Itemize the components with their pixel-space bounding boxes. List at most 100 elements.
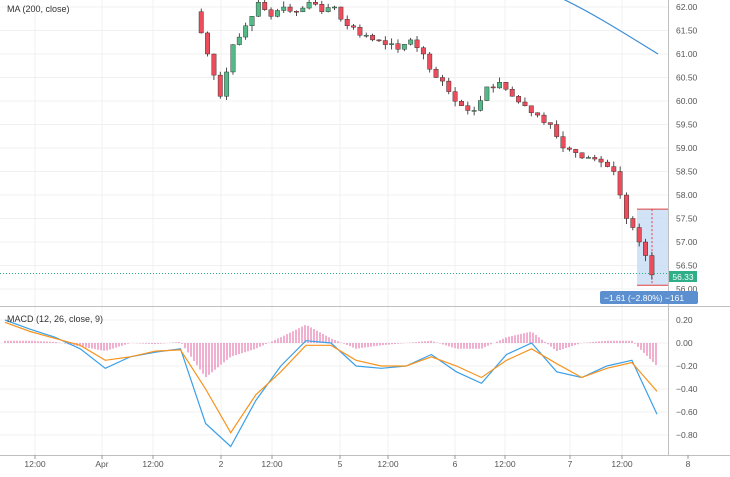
candle-body [630,218,636,228]
candle-body [585,157,591,159]
candle-body [649,255,655,276]
macd-tick-label: −0.40 [676,384,698,394]
candle-body [452,91,458,102]
measure-tooltip-text: −1.61 (−2.80%) −161 [604,293,684,303]
price-tick-label: 60.50 [676,73,698,83]
candle-body [503,81,509,90]
price-tick-label: 56.50 [676,261,698,271]
candle-body [535,112,541,116]
macd-tick-label: −0.80 [676,430,698,440]
candle-body [579,152,585,159]
candle-body [439,77,445,82]
ma-indicator-label[interactable]: MA (200, close) [7,4,70,14]
candle-body [420,47,426,55]
macd-tick-label: 0.20 [676,315,693,325]
candle-body [471,110,477,112]
candle-body [547,122,553,125]
candle-body [395,43,401,50]
time-tick-label: 7 [568,459,573,469]
macd-indicator-label[interactable]: MACD (12, 26, close, 9) [7,314,103,324]
price-tick-label: 56.00 [676,284,698,294]
candle-body [211,53,217,76]
price-tick-label: 62.00 [676,2,698,12]
candle-body [414,39,420,48]
time-tick-label: 12:00 [377,459,399,469]
candle-body [198,11,204,34]
candle-body [325,7,331,12]
macd-line [4,319,658,448]
candle-body [560,136,566,149]
macd-axis[interactable]: 0.20 0.00 −0.20 −0.40 −0.60 −0.80 [676,315,698,440]
ma-200-line [563,0,659,55]
candle-body [566,147,572,150]
time-tick-label: 8 [686,459,691,469]
candle-body [516,96,522,103]
candle-body [274,10,280,17]
signal-line [4,321,658,434]
candle-body [617,171,623,196]
candle-body [306,2,312,9]
candle-body [636,227,642,243]
price-grid [0,0,668,455]
candle-body [605,161,610,167]
current-price-label: 56.33 [672,272,694,282]
time-tick-label: 6 [453,459,458,469]
candle-body [217,74,223,97]
candle-body [294,11,299,13]
candle-body [554,124,560,137]
candle-body [281,6,287,11]
macd-tick-label: −0.60 [676,407,698,417]
price-tick-label: 58.50 [676,167,698,177]
candle-body [382,40,388,45]
time-tick-label: 12:00 [142,459,164,469]
candle-body [363,34,369,37]
candle-body [249,16,255,27]
measure-tooltip [600,291,698,304]
candle-body [573,149,579,153]
macd-tick-label: −0.20 [676,361,698,371]
candle-body [611,166,617,172]
price-tick-label: 59.50 [676,120,698,130]
price-tick-label: 57.00 [676,237,698,247]
candle-body [357,27,363,36]
candle-body [446,80,452,92]
candle-body [490,86,496,89]
candle-body [522,101,528,106]
price-tick-label: 60.00 [676,96,698,106]
time-tick-label: 12:00 [611,459,633,469]
candle-body [236,36,242,45]
candle-body [497,81,502,89]
time-axis[interactable]: 12:00 Apr 12:00 2 12:00 5 12:00 6 12:00 7 12:00 8 [24,455,691,469]
candle-body [344,19,350,27]
candle-body [224,71,230,97]
candle-body [205,32,210,55]
candle-body [459,101,464,106]
time-tick-label: 5 [338,459,343,469]
candle-body [332,6,337,9]
candlestick-series [198,0,655,280]
time-tick-label: 2 [219,459,224,469]
candle-body [401,44,407,50]
candle-body [287,6,293,12]
candle-body [465,105,471,111]
price-tick-label: 61.50 [676,26,698,36]
time-tick-label: 12:00 [24,459,46,469]
candle-body [408,39,414,45]
candle-body [243,25,249,38]
candle-body [509,89,515,97]
time-tick-label: 12:00 [494,459,516,469]
candle-body [541,114,547,123]
candle-body [338,6,344,20]
candle-body [433,69,439,78]
time-tick-label: Apr [95,459,108,469]
candle-body [255,2,261,17]
current-price-badge [669,271,697,282]
candle-body [624,194,629,219]
price-axis[interactable]: 62.00 61.50 61.00 60.50 60.00 59.50 59.00 58.50… [676,2,698,294]
candle-body [427,53,433,70]
candle-body [370,34,376,41]
candle-body [351,25,356,28]
price-tick-label: 57.50 [676,214,698,224]
